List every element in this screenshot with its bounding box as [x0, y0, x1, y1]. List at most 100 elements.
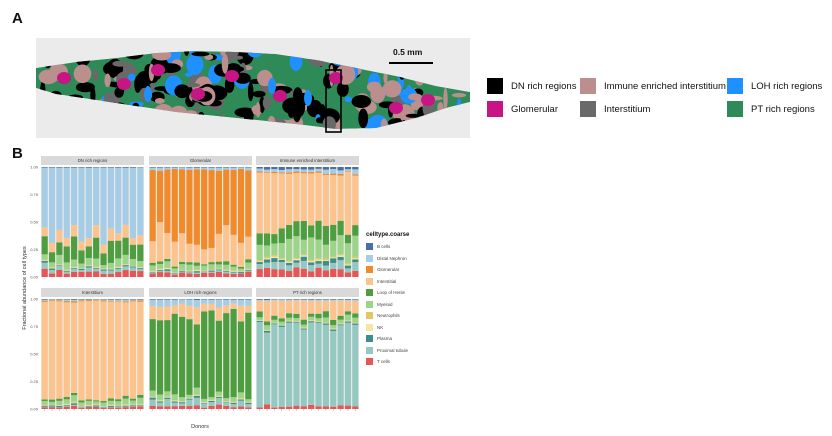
bar-segment	[171, 400, 178, 402]
tissue-region-blob	[112, 60, 128, 67]
bar-segment	[223, 261, 230, 265]
bar-segment	[230, 273, 237, 277]
bar-segment	[215, 170, 222, 234]
tissue-region-blob	[266, 51, 281, 54]
bar-segment	[186, 167, 193, 170]
bar-segment	[63, 302, 70, 398]
bar-segment	[71, 267, 78, 269]
bar-segment	[41, 167, 48, 228]
bar-segment	[179, 272, 186, 277]
bar-segment	[149, 299, 156, 300]
tissue-region-blob	[432, 123, 438, 129]
bar-segment	[315, 318, 322, 322]
bar-segment	[308, 172, 315, 174]
bar-segment	[300, 324, 307, 328]
bar-segment	[256, 407, 263, 409]
bar-segment	[56, 301, 63, 399]
bar-segment	[71, 267, 78, 268]
bar-segment	[208, 269, 215, 271]
tissue-region-blob	[153, 104, 174, 123]
bar-segment	[93, 167, 100, 226]
bar-segment	[230, 299, 237, 304]
bar-segment	[41, 399, 48, 401]
celltype-legend-item: T cells	[366, 356, 409, 368]
tissue-region-blob	[350, 54, 355, 63]
bar-segment	[107, 167, 114, 168]
tissue-region-blob	[115, 104, 136, 123]
bar-segment	[263, 259, 271, 263]
bar-segment	[85, 167, 92, 168]
bar-segment	[149, 270, 156, 272]
bar-segment	[230, 264, 237, 267]
bar-segment	[271, 171, 278, 174]
bar-segment	[129, 244, 137, 260]
bar-segment	[263, 267, 271, 277]
bar-segment	[149, 319, 156, 391]
bar-segment	[208, 271, 215, 273]
bar-segment	[78, 402, 85, 406]
bar-segment	[85, 406, 92, 407]
bar-segment	[230, 397, 237, 402]
bar-segment	[63, 237, 70, 247]
bar-segment	[286, 317, 293, 321]
tissue-region-blob	[36, 121, 41, 129]
bar-segment	[193, 397, 200, 406]
bar-segment	[263, 172, 271, 234]
bar-segment	[115, 267, 122, 269]
bar-segment	[330, 257, 337, 259]
bar-segment	[85, 299, 92, 301]
bar-segment	[245, 299, 252, 300]
tissue-region-blob	[195, 103, 200, 108]
bar-segment	[78, 301, 85, 401]
tissue-region-blob	[455, 58, 461, 71]
bar-segment	[48, 267, 56, 269]
bar-segment	[230, 271, 237, 273]
bar-segment	[330, 262, 337, 269]
bar-segment	[107, 398, 114, 401]
bar-segment	[137, 406, 144, 409]
bar-segment	[179, 233, 186, 262]
bar-segment	[186, 305, 193, 320]
bar-segment	[263, 167, 271, 170]
bar-segment	[48, 299, 56, 301]
bar-segment	[230, 167, 237, 171]
tissue-region-blob	[186, 54, 204, 75]
tissue-region-blob	[99, 110, 109, 122]
bar-segment	[344, 311, 352, 315]
bar-segment	[208, 264, 215, 270]
bar-segment	[164, 169, 171, 233]
bar-segment	[300, 254, 307, 256]
bar-segment	[193, 272, 200, 274]
bar-segment	[344, 320, 352, 322]
bar-segment	[293, 167, 300, 170]
bar-segment	[85, 300, 92, 302]
bar-segment	[78, 406, 85, 408]
bar-segment	[63, 299, 70, 302]
panel-a-letter: A	[12, 10, 23, 27]
bar-segment	[156, 306, 164, 321]
celltype-label: Interstitial	[377, 278, 397, 284]
bar-segment	[215, 233, 222, 262]
bar-segment	[149, 170, 156, 242]
bar-segment	[256, 311, 263, 318]
bar-segment	[156, 399, 164, 401]
celltype-legend-title: celltype.coarse	[366, 232, 410, 238]
bar-segment	[156, 270, 164, 273]
tissue-region-blob	[104, 102, 127, 111]
facet-title: Glomerular	[190, 158, 212, 163]
bar-segment	[201, 403, 208, 408]
bar-segment	[256, 171, 263, 173]
bar-segment	[300, 256, 307, 261]
bar-segment	[63, 271, 70, 274]
bar-segment	[201, 272, 208, 277]
y-tick-label: 0.50	[30, 220, 39, 225]
bar-segment	[256, 263, 263, 270]
bar-segment	[41, 236, 48, 255]
bar-segment	[271, 299, 278, 301]
bar-segment	[56, 229, 63, 243]
bar-segment	[63, 301, 70, 303]
bar-segment	[122, 299, 129, 302]
bar-segment	[63, 246, 70, 263]
bar-segment	[122, 398, 129, 405]
bar-segment	[93, 237, 100, 259]
